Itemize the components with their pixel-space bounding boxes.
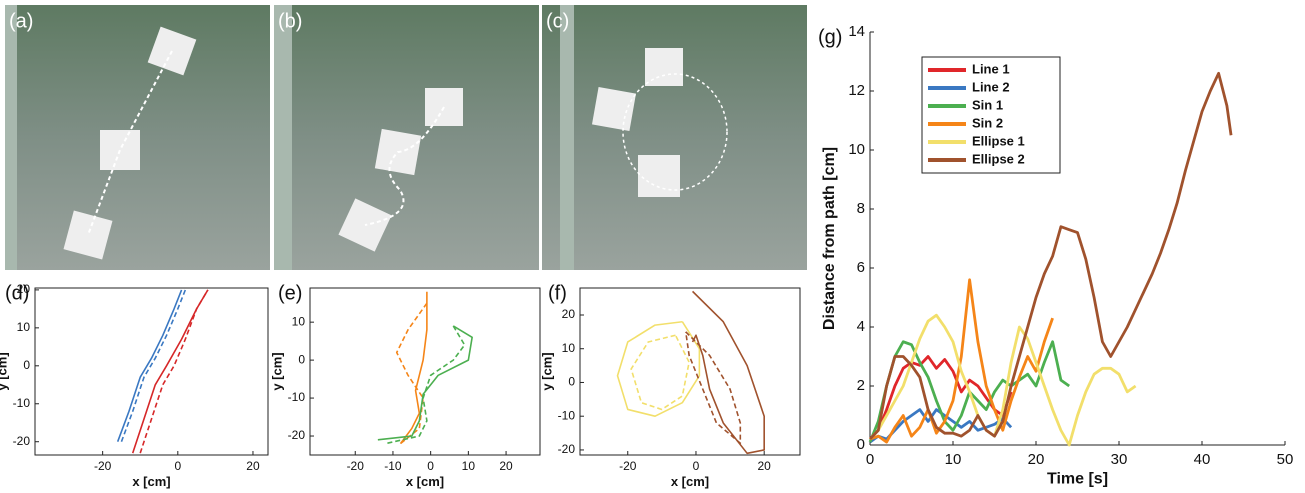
series-line xyxy=(377,325,473,441)
x-tick-label: 20 xyxy=(758,459,772,473)
chart: -20 0 20 -20 -10 0 10 20 (f) x [cm] y [cm] xyxy=(539,282,801,489)
photo-b xyxy=(274,5,539,270)
series-line xyxy=(630,334,690,411)
series-line xyxy=(120,289,187,442)
y-axis-label: y [cm] xyxy=(269,352,284,390)
chart: -20 -10 0 10 20 -20 -10 0 10 (e) x [cm] y [cm] xyxy=(269,282,541,489)
series-line xyxy=(139,289,209,454)
y-tick-label: 10 xyxy=(848,141,865,158)
legend-label: Sin 2 xyxy=(972,115,1003,130)
series-line xyxy=(684,331,742,444)
x-tick-label: 10 xyxy=(945,451,962,468)
series-line xyxy=(385,325,466,445)
y-tick-label: 0 xyxy=(857,436,865,453)
y-tick-label: 10 xyxy=(17,320,31,334)
legend-label: Ellipse 1 xyxy=(972,133,1025,148)
chart: 0 10 20 30 40 50 0 2 4 6 8 10 12 14 (g) Time [s] Distanc… xyxy=(818,23,1293,488)
series-line xyxy=(616,320,701,418)
x-tick-label: 20 xyxy=(1028,451,1045,468)
y-tick-label: 0 xyxy=(298,352,305,366)
panel-label: (f) xyxy=(548,282,567,304)
y-tick-label: 10 xyxy=(562,341,576,355)
series-line xyxy=(868,355,1013,441)
y-tick-label: -20 xyxy=(558,442,576,456)
x-axis-label: Time [s] xyxy=(1047,471,1108,488)
x-tick-label: -20 xyxy=(619,459,637,473)
x-tick-label: 30 xyxy=(1111,451,1128,468)
y-tick-label: 2 xyxy=(857,377,865,394)
plot-frame xyxy=(309,287,541,456)
x-tick-label: 0 xyxy=(693,459,700,473)
legend-label: Ellipse 2 xyxy=(972,151,1025,166)
y-tick-label: 4 xyxy=(857,318,865,335)
panel-label: (e) xyxy=(278,282,302,304)
series-line xyxy=(868,313,1137,447)
panel-label: (c) xyxy=(546,10,569,32)
x-tick-label: 20 xyxy=(246,459,260,473)
y-axis-label: y [cm] xyxy=(539,352,554,390)
y-tick-label: -10 xyxy=(13,396,31,410)
y-tick-label: 14 xyxy=(848,23,865,40)
y-tick-label: 6 xyxy=(857,259,865,276)
series-line xyxy=(399,291,428,445)
x-axis-label: x [cm] xyxy=(132,474,170,489)
x-tick-label: 0 xyxy=(427,459,434,473)
legend-label: Line 2 xyxy=(972,79,1010,94)
x-tick-label: 0 xyxy=(174,459,181,473)
y-tick-label: -20 xyxy=(288,428,306,442)
y-tick-label: 20 xyxy=(562,307,576,321)
y-tick-label: -20 xyxy=(13,434,31,448)
panel-label: (a) xyxy=(9,10,33,32)
x-tick-label: -20 xyxy=(94,459,112,473)
y-tick-label: -10 xyxy=(558,408,576,422)
y-tick-label: 0 xyxy=(23,358,30,372)
y-tick-label: 0 xyxy=(568,375,575,389)
x-tick-label: 0 xyxy=(866,451,874,468)
x-tick-label: 20 xyxy=(499,459,513,473)
y-tick-label: 10 xyxy=(292,314,306,328)
plot-frame xyxy=(579,287,801,456)
x-tick-label: 10 xyxy=(462,459,476,473)
x-tick-label: 40 xyxy=(1194,451,1211,468)
series-line xyxy=(116,289,183,442)
y-axis-label: Distance from path [cm] xyxy=(821,147,838,330)
panel-label: (d) xyxy=(5,282,29,304)
photo-a xyxy=(5,5,270,270)
plot-frame xyxy=(34,287,269,456)
series-line xyxy=(869,278,1054,444)
x-axis-label: x [cm] xyxy=(406,474,444,489)
legend-label: Line 1 xyxy=(972,61,1010,76)
series-line xyxy=(395,302,428,445)
x-tick-label: 50 xyxy=(1277,451,1294,468)
y-tick-label: 12 xyxy=(848,82,865,99)
x-axis-label: x [cm] xyxy=(671,474,709,489)
panel-label: (b) xyxy=(278,10,302,32)
panel-label: (g) xyxy=(818,26,842,48)
y-tick-label: 8 xyxy=(857,200,865,217)
series-line xyxy=(691,290,765,455)
x-tick-label: -20 xyxy=(347,459,365,473)
x-tick-label: -10 xyxy=(384,459,402,473)
legend-box xyxy=(921,56,1061,174)
legend-label: Sin 1 xyxy=(972,97,1003,112)
series-line xyxy=(868,71,1233,441)
y-axis-label: y [cm] xyxy=(0,352,9,390)
y-tick-label: 20 xyxy=(17,282,31,296)
y-tick-label: -10 xyxy=(288,390,306,404)
photo-c xyxy=(542,5,807,270)
